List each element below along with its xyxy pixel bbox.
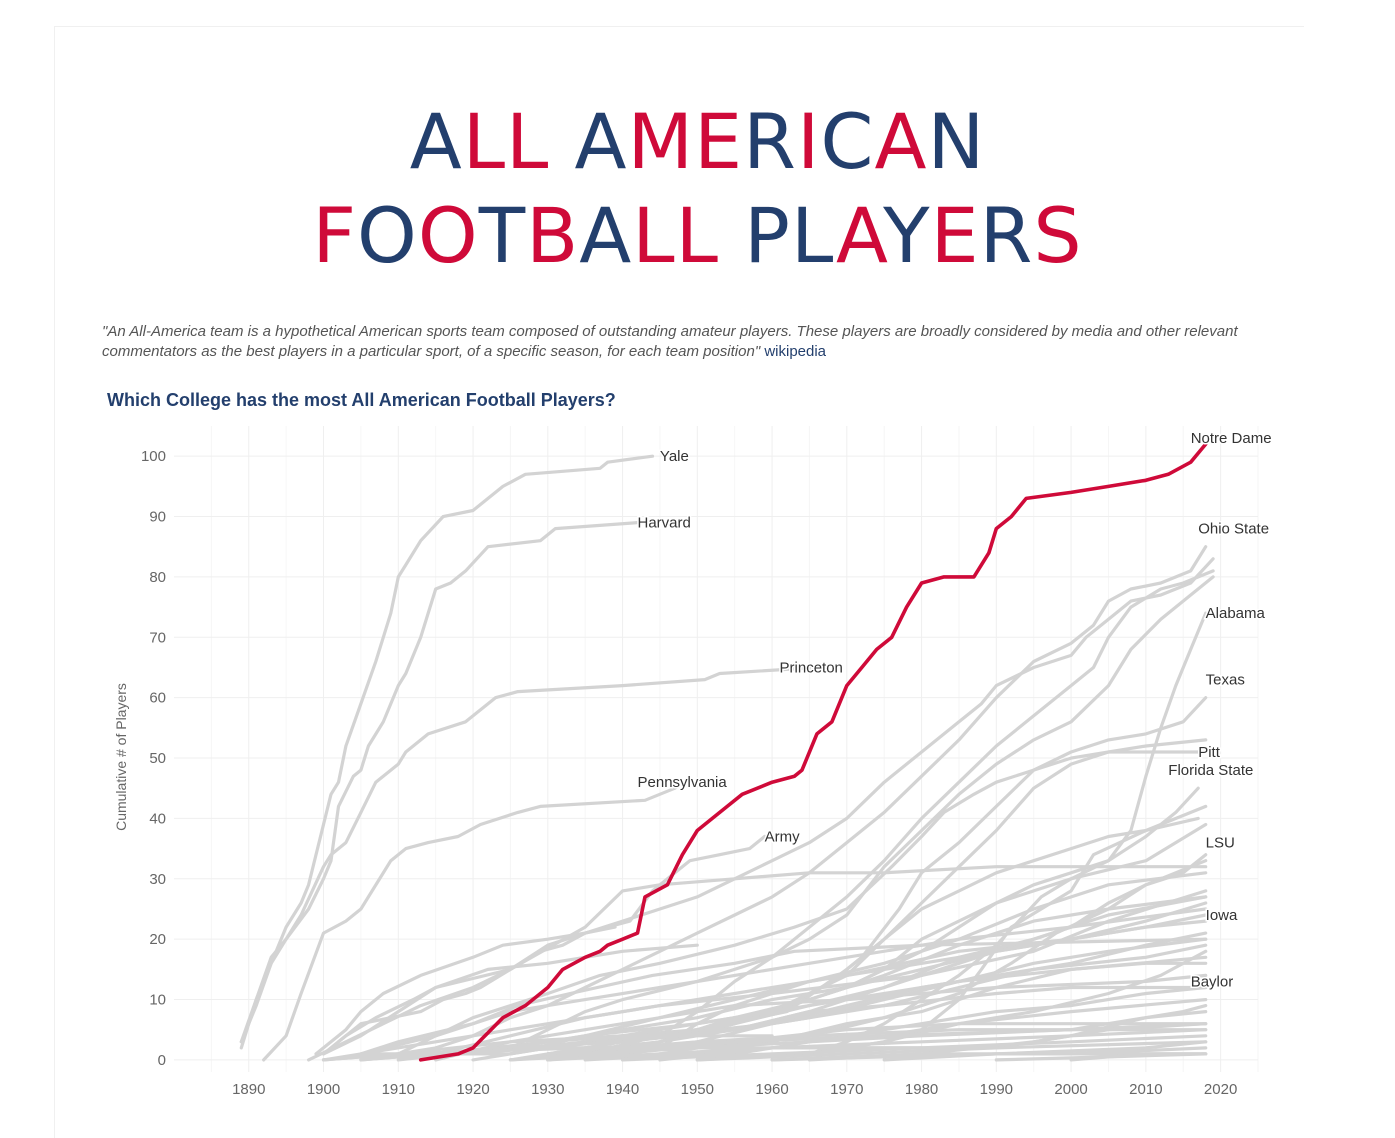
- x-tick-label: 2000: [1054, 1081, 1087, 1098]
- title-segment: A: [549, 97, 628, 186]
- series-label: Yale: [660, 448, 689, 465]
- y-tick-label: 20: [149, 931, 166, 948]
- title-segment: N: [927, 97, 986, 186]
- x-tick-label: 1920: [456, 1081, 489, 1098]
- series-line: [508, 569, 1215, 1050]
- series-label: Notre Dame: [1191, 430, 1272, 447]
- x-tick-label: 1970: [830, 1081, 863, 1098]
- y-tick-label: 0: [158, 1052, 166, 1069]
- x-tick-label: 1950: [681, 1081, 714, 1098]
- series-label: Pennsylvania: [638, 774, 728, 791]
- content-card: [54, 26, 1304, 1138]
- series-line: [336, 834, 767, 1044]
- title-segment: E: [930, 191, 980, 280]
- x-tick-label: 1930: [531, 1081, 564, 1098]
- title-segment: LL: [462, 97, 550, 186]
- y-tick-label: 40: [149, 810, 166, 827]
- series-line: [239, 454, 655, 1044]
- x-tick-label: 2020: [1204, 1081, 1237, 1098]
- title-segment: LL: [632, 191, 719, 280]
- series-line-highlight: [418, 442, 1208, 1062]
- series-label: Ohio State: [1198, 521, 1269, 538]
- series-line: [321, 943, 699, 1056]
- x-tick-label: 1910: [382, 1081, 415, 1098]
- series-line: [583, 575, 1215, 1056]
- title-segment: A: [409, 97, 463, 186]
- series-line: [321, 865, 1208, 1056]
- wikipedia-link[interactable]: wikipedia: [764, 343, 827, 360]
- y-tick-label: 100: [141, 448, 166, 465]
- y-tick-label: 10: [149, 992, 166, 1009]
- title-segment: I: [796, 97, 821, 186]
- y-tick-label: 90: [149, 509, 166, 526]
- y-tick-label: 60: [149, 690, 166, 707]
- series-label: Iowa: [1206, 907, 1238, 924]
- series-label: LSU: [1206, 835, 1235, 852]
- series-line: [359, 955, 1208, 1062]
- title-segment: T: [478, 191, 527, 280]
- x-tick-label: 1890: [232, 1081, 265, 1098]
- chart-question: Which College has the most All American …: [107, 390, 616, 410]
- series-line: [239, 665, 819, 1044]
- title-segment: S: [1033, 191, 1083, 280]
- title-segment: B: [526, 191, 580, 280]
- series-label: Texas: [1206, 672, 1245, 689]
- series-line: [396, 985, 1208, 1062]
- series-line: [508, 998, 1208, 1062]
- x-tick-label: 1990: [980, 1081, 1013, 1098]
- series-line: [434, 973, 1208, 1062]
- series-label: Baylor: [1191, 973, 1234, 990]
- x-tick-label: 1960: [755, 1081, 788, 1098]
- series-line: [508, 871, 1208, 1056]
- title-segment: A: [836, 191, 884, 280]
- series-label: Princeton: [780, 659, 843, 676]
- title-segment: F: [312, 191, 358, 280]
- title-segment: R: [743, 97, 797, 186]
- series-label: Harvard: [638, 515, 691, 532]
- intro-quote: "An All-America team is a hypothetical A…: [102, 322, 1262, 362]
- y-tick-label: 70: [149, 629, 166, 646]
- page-title-line-2: FOOTBALL PLAYERS: [0, 188, 1395, 284]
- series-line: [359, 907, 1208, 1056]
- title-segment: O: [417, 191, 479, 280]
- quote-text: "An All-America team is a hypothetical A…: [102, 323, 1238, 360]
- y-axis-label: Cumulative # of Players: [113, 683, 129, 831]
- series-label: Army: [765, 829, 800, 846]
- series-line: [434, 545, 1208, 1050]
- x-tick-label: 2010: [1129, 1081, 1162, 1098]
- series-line: [262, 780, 684, 1062]
- x-tick-label: 1980: [905, 1081, 938, 1098]
- series-line: [314, 925, 617, 1056]
- x-tick-label: 1940: [606, 1081, 639, 1098]
- series-label: Florida State: [1168, 762, 1253, 779]
- title-segment: R: [979, 191, 1034, 280]
- series-line: [307, 557, 1215, 1062]
- y-tick-label: 30: [149, 871, 166, 888]
- y-tick-label: 80: [149, 569, 166, 586]
- title-segment: A: [579, 191, 633, 280]
- title-segment: ME: [627, 97, 744, 186]
- series-label: Alabama: [1206, 605, 1266, 622]
- title-segment: C: [820, 97, 875, 186]
- series-line: [239, 521, 640, 1050]
- title-segment: Y: [883, 191, 931, 280]
- title-segment: A: [874, 97, 928, 186]
- page-title-line-1: ALL AMERICAN: [0, 94, 1395, 190]
- title-segment: O: [357, 191, 418, 280]
- series-line: [994, 1052, 1208, 1062]
- title-segment: PL: [718, 191, 837, 280]
- series-label: Pitt: [1198, 744, 1221, 761]
- x-tick-label: 1900: [307, 1081, 340, 1098]
- series-line: [359, 937, 1208, 1056]
- y-tick-label: 50: [149, 750, 166, 767]
- series-line: [658, 1028, 1208, 1062]
